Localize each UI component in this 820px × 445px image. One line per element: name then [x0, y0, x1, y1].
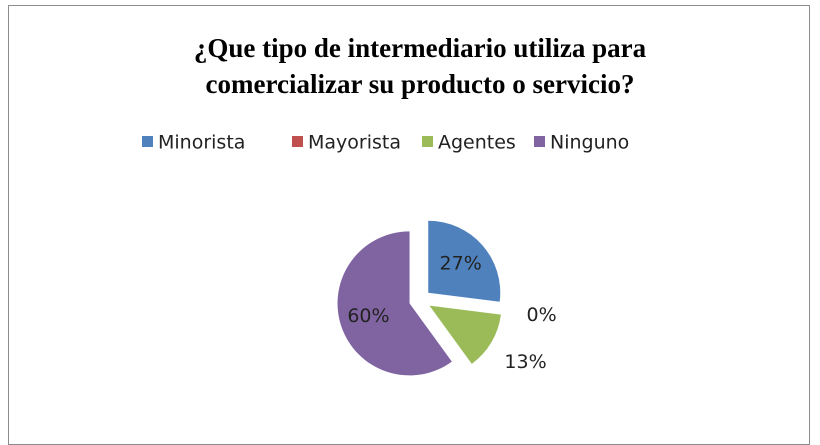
chart: Minorista Mayorista Agentes Ninguno 27% 0% 13%…: [142, 132, 629, 376]
pie-slice: [429, 305, 501, 364]
legend-swatch: [422, 136, 433, 147]
data-label: 27%: [440, 253, 482, 275]
data-label: 13%: [504, 351, 546, 373]
data-label: 0%: [527, 304, 557, 326]
pie-slice: [428, 220, 501, 302]
legend-label: Minorista: [158, 132, 245, 154]
chart-title: ¿Que tipo de intermediario utiliza para …: [193, 33, 647, 99]
data-label: 60%: [347, 305, 389, 327]
legend-label: Agentes: [438, 132, 516, 154]
legend-swatch: [534, 136, 545, 147]
legend-swatch: [142, 136, 153, 147]
pie-slice: [337, 231, 452, 376]
legend-label: Mayorista: [308, 132, 401, 154]
legend-swatch: [292, 136, 303, 147]
legend-label: Ninguno: [550, 132, 629, 154]
